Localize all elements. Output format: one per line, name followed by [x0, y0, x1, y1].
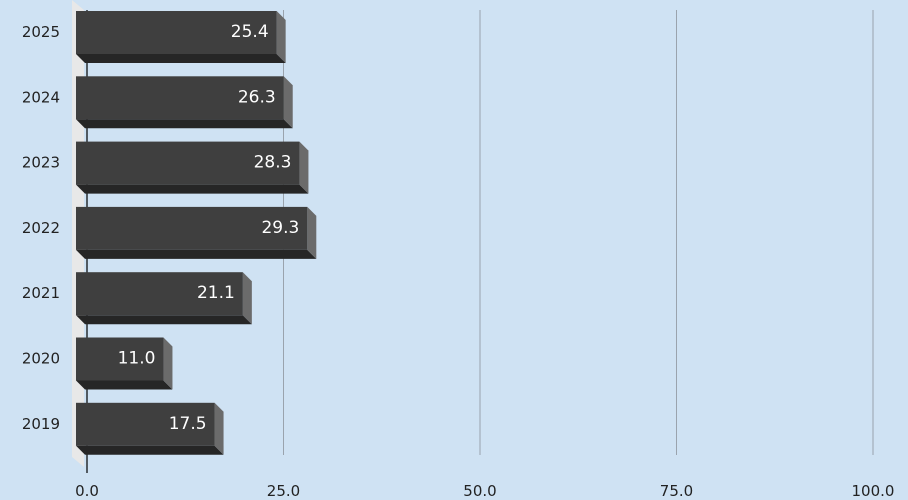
data-label: 21.1 [197, 283, 235, 303]
y-tick-label: 2021 [22, 284, 60, 302]
bar [76, 141, 300, 185]
data-label: 11.0 [118, 349, 156, 369]
y-tick-label: 2023 [22, 154, 60, 172]
bar [76, 272, 243, 316]
x-tick-label: 50.0 [463, 482, 496, 500]
y-tick-label: 2019 [22, 415, 60, 433]
bar-side-face [307, 206, 317, 259]
bar [76, 11, 277, 54]
bar-side-face [299, 141, 309, 194]
bar [76, 402, 215, 446]
data-label: 17.5 [169, 414, 207, 434]
data-label: 28.3 [254, 153, 292, 173]
y-tick-label: 2024 [22, 88, 60, 106]
bar-bottom-face [76, 445, 224, 455]
bar [76, 337, 164, 381]
bar-bottom-face [76, 184, 309, 194]
bar-side-face [276, 11, 286, 63]
x-tick-label: 0.0 [75, 482, 99, 500]
x-tick-label: 100.0 [852, 482, 895, 500]
bar-bottom-face [76, 54, 286, 63]
bar-side-face [214, 402, 224, 455]
bar-side-face [283, 76, 293, 129]
bar-bottom-face [76, 380, 173, 390]
data-label: 26.3 [238, 87, 276, 107]
data-label: 25.4 [231, 22, 269, 42]
x-tick-label: 25.0 [267, 482, 300, 500]
bar [76, 206, 308, 250]
bar-bottom-face [76, 249, 317, 259]
bar-side-face [242, 272, 252, 325]
data-label: 29.3 [261, 218, 299, 238]
bar-bottom-face [76, 119, 293, 129]
bar-bottom-face [76, 315, 252, 325]
x-tick-label: 75.0 [660, 482, 693, 500]
y-tick-label: 2020 [22, 350, 60, 368]
bar [76, 76, 284, 120]
bar-side-face [163, 337, 173, 390]
y-tick-label: 2022 [22, 219, 60, 237]
y-tick-label: 2025 [22, 23, 60, 41]
